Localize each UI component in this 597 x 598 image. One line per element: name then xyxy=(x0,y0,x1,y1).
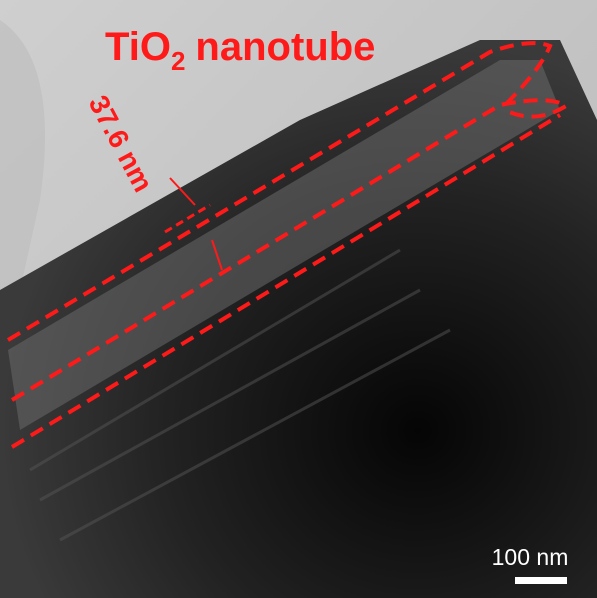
title-main: TiO xyxy=(105,25,171,69)
title-subscript: 2 xyxy=(171,46,185,76)
scale-bar-label: 100 nm xyxy=(492,544,569,570)
scale-bar xyxy=(515,577,567,584)
micrograph: TiO2nanotube 37.6 nm 100 nm xyxy=(0,0,597,598)
label-title: TiO2 nanotube xyxy=(105,25,375,76)
title-rest: nanotube xyxy=(195,25,375,69)
